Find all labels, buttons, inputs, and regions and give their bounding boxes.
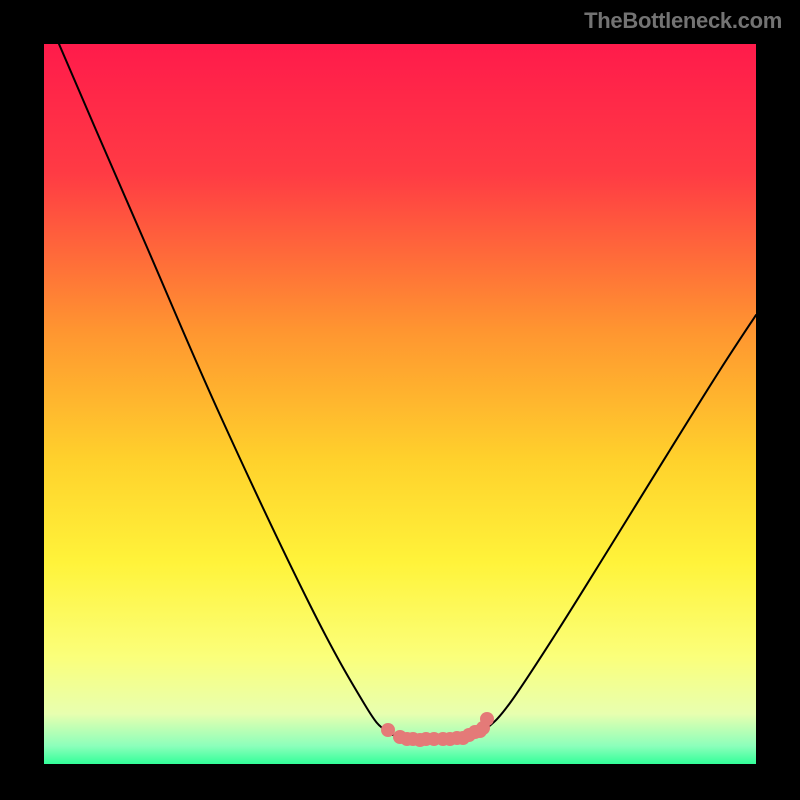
trough-dot [381,723,395,737]
plot-background [44,44,756,764]
watermark-label: TheBottleneck.com [584,8,782,34]
chart-svg [0,0,800,800]
trough-dot [480,712,494,726]
chart-canvas: TheBottleneck.com [0,0,800,800]
